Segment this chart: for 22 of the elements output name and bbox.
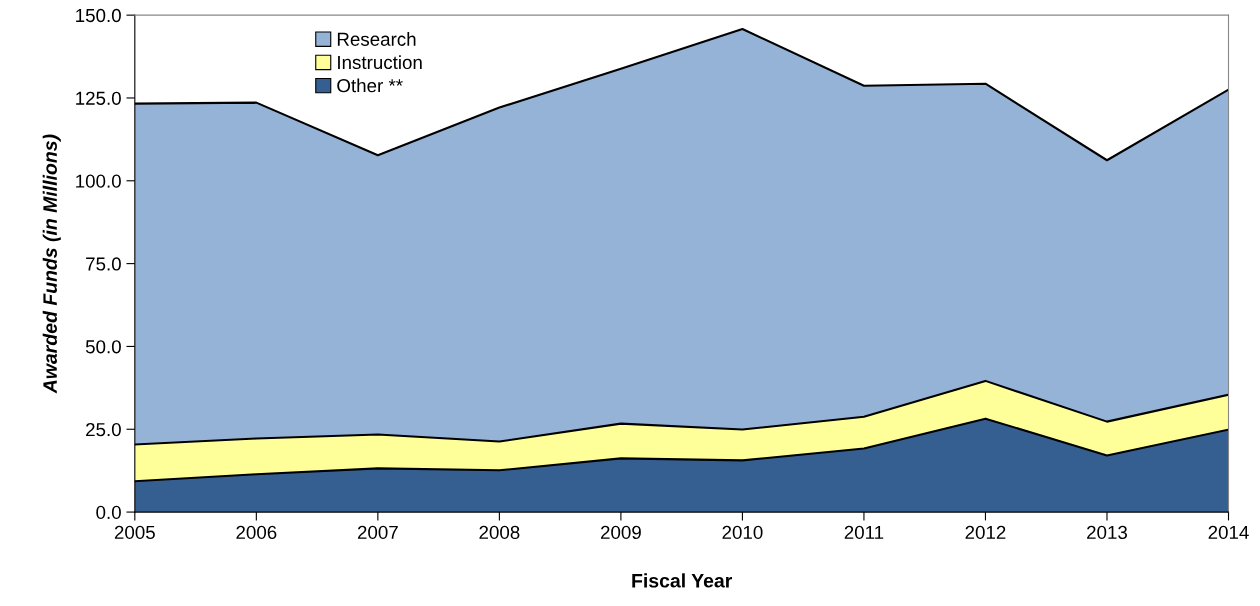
x-tick-label: 2010 bbox=[722, 525, 763, 540]
y-tick-label: 50.0 bbox=[85, 340, 121, 354]
legend-label: Other ** bbox=[337, 78, 403, 93]
y-axis-title: Awarded Funds (in Millions) bbox=[42, 134, 61, 394]
y-tick-label: 25.0 bbox=[86, 422, 121, 437]
x-tick-label: 2005 bbox=[114, 525, 155, 540]
x-tick-label: 2007 bbox=[357, 525, 398, 540]
x-tick-label: 2011 bbox=[844, 525, 884, 540]
x-tick-label: 2012 bbox=[965, 525, 1006, 540]
x-tick-label: 2013 bbox=[1087, 525, 1128, 540]
x-tick-label: 2006 bbox=[236, 525, 277, 540]
y-tick-label: 0.0 bbox=[96, 505, 121, 520]
x-tick-label: 2008 bbox=[479, 525, 520, 540]
y-tick-label: 150.0 bbox=[76, 8, 121, 23]
x-axis-title: Fiscal Year bbox=[632, 573, 733, 588]
legend-label: Instruction bbox=[338, 55, 422, 70]
legend-label: Research bbox=[337, 32, 416, 46]
y-tick-label: 100.0 bbox=[76, 174, 121, 188]
x-tick-label: 2014 bbox=[1208, 525, 1249, 540]
y-tick-label: 125.0 bbox=[76, 91, 121, 105]
x-tick-label: 2009 bbox=[600, 525, 641, 540]
y-tick-label: 75.0 bbox=[86, 257, 121, 271]
